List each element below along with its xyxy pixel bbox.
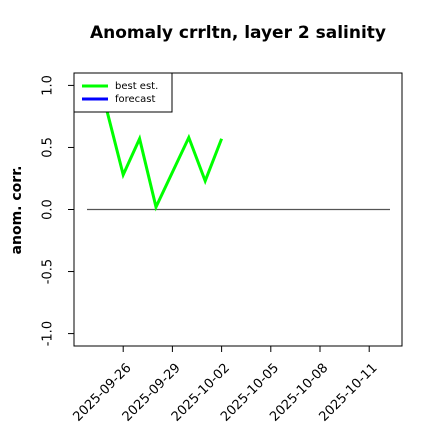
legend-label: best est. [115, 81, 158, 92]
chart-title: Anomaly crrltn, layer 2 salinity [90, 23, 386, 43]
y-tick-label: 0.5 [41, 137, 56, 158]
y-tick-label: 1.0 [41, 75, 56, 96]
series-line [105, 109, 223, 212]
legend-label: forecast [115, 94, 156, 105]
y-tick-label: -1.0 [41, 321, 56, 346]
legend-box [73, 72, 173, 113]
y-axis-label: anom. corr. [9, 166, 25, 255]
y-tick-label: -0.5 [41, 259, 56, 284]
y-tick-label: 0.0 [41, 199, 56, 220]
